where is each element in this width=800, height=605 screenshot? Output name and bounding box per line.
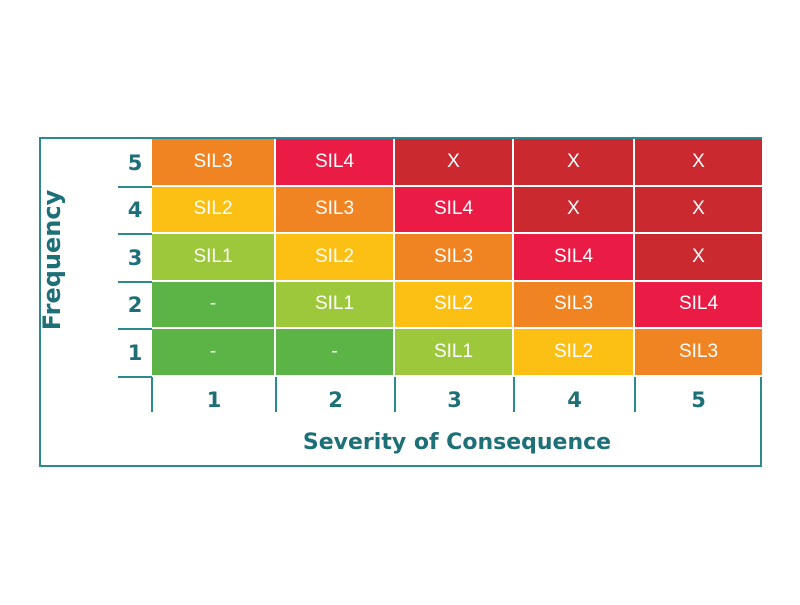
y-tick-separator xyxy=(118,233,152,235)
matrix-cell-f4-s1: SIL2 xyxy=(152,186,276,234)
matrix-cell-f5-s2: SIL4 xyxy=(276,139,395,187)
matrix-cell-f3-s4: SIL4 xyxy=(514,234,635,282)
y-tick-5: 5 xyxy=(127,150,143,175)
matrix-cell-f2-s1: - xyxy=(152,281,276,329)
matrix-cell-f2-s4: SIL3 xyxy=(514,281,635,329)
matrix-cell-f3-s2: SIL2 xyxy=(276,234,395,282)
x-tick-5: 5 xyxy=(691,388,706,412)
matrix-cell-f4-s2: SIL3 xyxy=(276,186,395,234)
matrix-cell-f4-s4: X xyxy=(514,186,635,234)
matrix-cell-f2-s5: SIL4 xyxy=(635,281,762,329)
y-tick-separator xyxy=(118,375,152,378)
y-tick-separator xyxy=(118,185,152,188)
y-tick-separator xyxy=(118,280,152,283)
x-tick-separator xyxy=(634,377,636,412)
matrix-cell-f4-s5: X xyxy=(635,186,762,234)
x-axis-title: Severity of Consequence xyxy=(302,429,612,455)
matrix-cell-f4-s3: SIL4 xyxy=(395,186,514,234)
x-tick-3: 3 xyxy=(447,388,462,412)
x-tick-separator xyxy=(394,377,396,412)
matrix-cell-f3-s5: X xyxy=(635,234,762,282)
matrix-cell-f3-s1: SIL1 xyxy=(152,234,276,282)
x-tick-separator xyxy=(151,377,153,412)
y-tick-3: 3 xyxy=(127,245,143,270)
matrix-cell-f5-s4: X xyxy=(514,139,635,187)
matrix-cell-f2-s3: SIL2 xyxy=(395,281,514,329)
matrix-cell-f1-s2: - xyxy=(276,329,395,377)
matrix-cell-f5-s3: X xyxy=(395,139,514,187)
matrix-cell-f3-s3: SIL3 xyxy=(395,234,514,282)
x-tick-separator xyxy=(513,377,515,412)
y-tick-separator xyxy=(118,328,152,330)
x-tick-1: 1 xyxy=(206,388,222,412)
matrix-cell-f1-s4: SIL2 xyxy=(514,329,635,377)
matrix-cell-f5-s1: SIL3 xyxy=(152,139,276,187)
x-tick-4: 4 xyxy=(567,388,582,412)
y-tick-2: 2 xyxy=(127,293,143,317)
x-tick-separator xyxy=(275,377,277,412)
matrix-cell-f1-s1: - xyxy=(152,329,276,377)
matrix-cell-f5-s5: X xyxy=(635,139,762,187)
matrix-cell-f1-s3: SIL1 xyxy=(395,329,514,377)
matrix-cell-f1-s5: SIL3 xyxy=(635,329,762,377)
y-tick-4: 4 xyxy=(127,198,143,222)
y-tick-1: 1 xyxy=(127,340,143,365)
matrix-cell-f2-s2: SIL1 xyxy=(276,281,395,329)
x-tick-2: 2 xyxy=(328,388,343,412)
y-axis-title-text: Frequency xyxy=(38,189,66,331)
